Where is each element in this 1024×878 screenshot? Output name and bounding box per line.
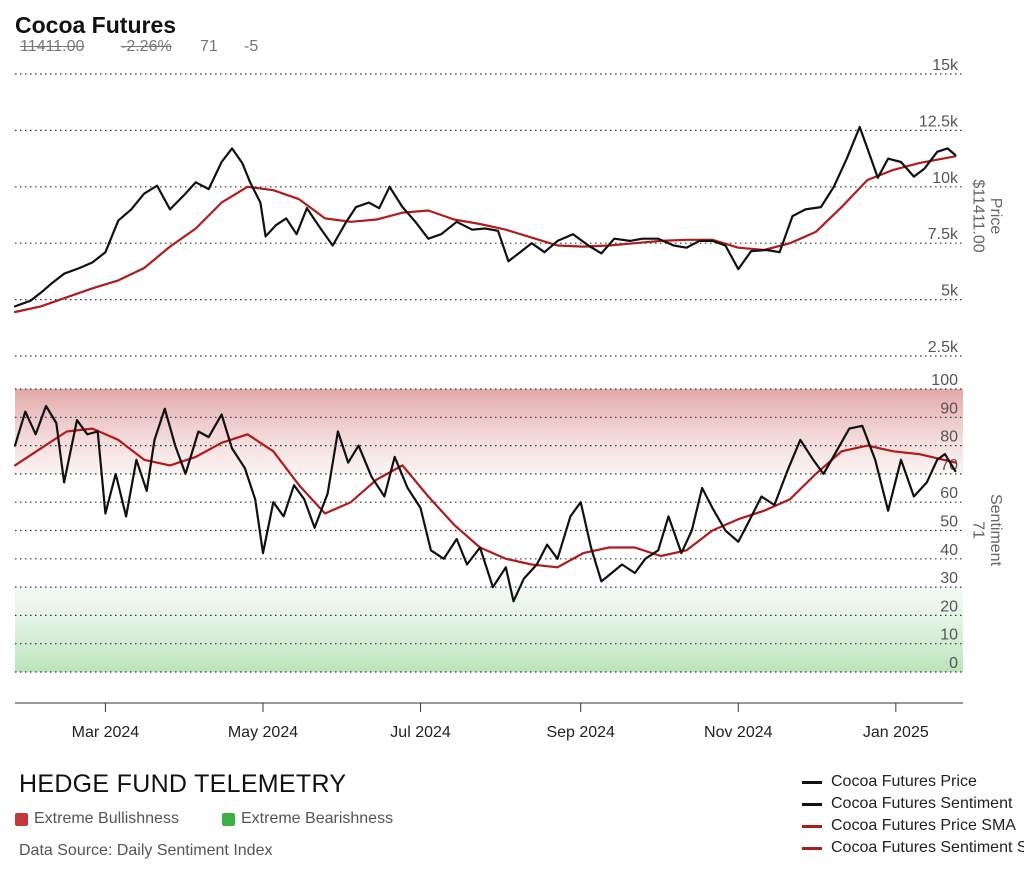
price-tick-12-5k: 12.5k (919, 113, 959, 130)
extreme-bullishness-band (15, 389, 963, 474)
legend-label-price-sma: Cocoa Futures Price SMA (831, 817, 1016, 834)
extreme-bearishness-band (15, 587, 963, 672)
sentiment-axis-label: Sentiment71 (970, 494, 1005, 567)
x-tick-jul-2024: Jul 2024 (390, 724, 451, 741)
price-tick-10k: 10k (932, 170, 959, 187)
bearishness-key[interactable]: Extreme Bearishness (222, 810, 393, 828)
sentiment-tick-90: 90 (940, 400, 958, 417)
bullishness-label: Extreme Bullishness (34, 810, 179, 827)
bullishness-key[interactable]: Extreme Bullishness (15, 810, 179, 828)
sentiment-tick-100: 100 (931, 372, 958, 389)
sent-axis-label-value: 71 (970, 521, 987, 539)
x-tick-jan-2025: Jan 2025 (863, 724, 929, 741)
sentiment-value: 71 (200, 38, 218, 55)
sentiment-tick-50: 50 (940, 514, 958, 531)
sentiment-tick-0: 0 (949, 655, 958, 672)
sentiment-change: -5 (244, 38, 259, 55)
price-axis-label-value: $11411.00 (970, 179, 987, 252)
x-tick-mar-2024: Mar 2024 (72, 724, 140, 741)
x-tick-nov-2024: Nov 2024 (704, 724, 773, 741)
x-axis-ticks: Mar 2024 May 2024 Jul 2024 Sep 2024 Nov 2024… (72, 703, 929, 741)
price-tick-5k: 5k (941, 283, 959, 300)
price-tick-7-5k: 7.5k (928, 226, 959, 243)
chart-title: Cocoa Futures (15, 12, 177, 38)
price-tick-2-5k: 2.5k (928, 339, 959, 356)
price-grid (15, 73, 963, 357)
price-axis-label: Price$11411.00 (970, 179, 1005, 252)
legend-line-sentiment (802, 802, 822, 806)
legend-item-sentiment[interactable]: Cocoa Futures Sentiment (802, 793, 1024, 815)
legend-line-price (802, 780, 822, 784)
sent-axis-label-name: Sentiment (987, 494, 1004, 567)
chart-lines (13, 125, 957, 603)
x-tick-may-2024: May 2024 (228, 724, 298, 741)
brand-name: HEDGE FUND TELEMETRY (19, 770, 347, 798)
bearishness-swatch (222, 812, 235, 826)
bearishness-label: Extreme Bearishness (241, 810, 394, 827)
cocoa-futures-price-sma-line (13, 155, 957, 314)
sentiment-tick-40: 40 (940, 542, 958, 559)
legend-item-sentiment-sma[interactable]: Cocoa Futures Sentiment SMA (802, 837, 1024, 859)
price-y-tick-labels: 15k 12.5k 10k 7.5k 5k 2.5k (919, 57, 959, 356)
data-source: Data Source: Daily Sentiment Index (19, 842, 273, 859)
price-change-pct: -2.26% (121, 38, 172, 55)
legend-label-sentiment-sma: Cocoa Futures Sentiment SMA (831, 839, 1024, 856)
sentiment-tick-20: 20 (940, 598, 958, 615)
price-axis-label-name: Price (987, 198, 1004, 235)
cocoa-futures-sentiment-line (13, 404, 957, 603)
legend: Cocoa Futures Price Cocoa Futures Sentim… (802, 771, 1024, 859)
x-tick-sep-2024: Sep 2024 (546, 724, 615, 741)
sentiment-tick-30: 30 (940, 570, 958, 587)
cocoa-futures-price-line (13, 125, 957, 308)
sentiment-tick-60: 60 (940, 485, 958, 502)
bullishness-swatch (15, 812, 28, 826)
legend-item-price-sma[interactable]: Cocoa Futures Price SMA (802, 815, 1024, 837)
legend-label-sentiment: Cocoa Futures Sentiment (831, 795, 1013, 812)
sentiment-tick-10: 10 (940, 627, 958, 644)
legend-line-price-sma (802, 824, 822, 828)
legend-label-price: Cocoa Futures Price (831, 773, 977, 790)
legend-line-sentiment-sma (802, 846, 822, 850)
price-value: 11411.00 (20, 38, 85, 55)
sentiment-tick-80: 80 (940, 429, 958, 446)
price-tick-15k: 15k (932, 57, 959, 74)
legend-item-price[interactable]: Cocoa Futures Price (802, 771, 1024, 793)
